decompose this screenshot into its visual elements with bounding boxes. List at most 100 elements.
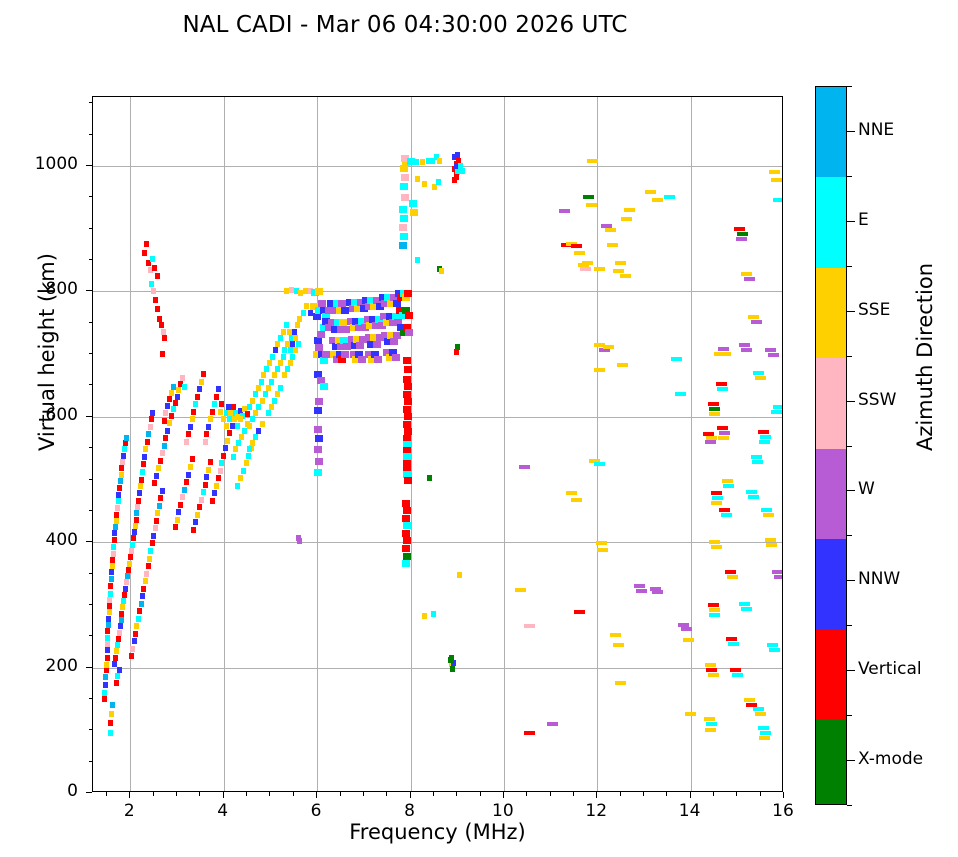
scatter-point (360, 324, 369, 332)
scatter-point (357, 355, 366, 363)
scatter-point (191, 408, 197, 415)
scatter-point (606, 243, 618, 247)
scatter-point (741, 606, 753, 611)
scatter-point (547, 722, 559, 726)
scatter-point (615, 260, 627, 265)
scatter-point (223, 445, 229, 452)
scatter-point (112, 654, 118, 661)
scatter-point (717, 436, 729, 441)
scatter-point (400, 154, 409, 162)
x-tick-minor (176, 792, 177, 796)
scatter-point (302, 288, 308, 295)
scatter-point (145, 563, 151, 569)
scatter-point (402, 375, 411, 383)
colorbar-tick-label-ssw: SSW (858, 389, 897, 410)
scatter-point (338, 300, 347, 308)
scatter-point (392, 331, 401, 339)
gridline-vertical (130, 97, 132, 791)
scatter-point (385, 354, 394, 362)
colorbar-tick (847, 400, 855, 402)
scatter-point (148, 267, 154, 274)
scatter-point (328, 319, 336, 327)
colorbar-segment-sse (816, 267, 846, 359)
scatter-point (121, 452, 127, 459)
scatter-point (198, 378, 204, 385)
scatter-point (235, 413, 241, 420)
scatter-point (213, 393, 219, 400)
scatter-point (594, 343, 606, 348)
scatter-point (176, 387, 182, 394)
y-tick-minor (88, 196, 92, 198)
scatter-point (244, 411, 250, 418)
scatter-point (664, 195, 676, 200)
scatter-point (368, 355, 377, 363)
scatter-point (317, 300, 326, 308)
scatter-point (106, 603, 112, 610)
scatter-point (187, 423, 193, 430)
scatter-point (454, 151, 460, 158)
scatter-point (397, 294, 406, 302)
scatter-point (104, 647, 110, 653)
plot-area (92, 96, 783, 792)
scatter-point (314, 370, 322, 378)
scatter-point (315, 306, 324, 314)
scatter-point (645, 190, 657, 195)
scatter-point (741, 348, 753, 353)
scatter-point (671, 357, 683, 362)
scatter-point (381, 300, 390, 308)
scatter-point (384, 338, 393, 345)
scatter-point (160, 328, 166, 335)
scatter-point (346, 318, 355, 325)
scatter-point (332, 300, 341, 308)
colorbar-boundary-tick (847, 265, 852, 267)
x-axis-label: Frequency (MHz) (349, 820, 526, 844)
scatter-point (208, 416, 214, 423)
scatter-point (228, 410, 234, 416)
scatter-point (313, 350, 322, 358)
scatter-point (258, 378, 264, 385)
scatter-point (290, 341, 296, 347)
scatter-point (117, 477, 123, 484)
y-tick-major (86, 415, 92, 417)
scatter-point (570, 244, 582, 249)
scatter-point (183, 438, 189, 445)
scatter-point (650, 586, 662, 591)
scatter-point (155, 465, 161, 472)
scatter-point (118, 471, 124, 478)
colorbar-tick-label-w: W (858, 479, 875, 500)
scatter-point (391, 354, 400, 362)
scatter-point (141, 249, 147, 256)
colorbar-boundary-tick (847, 445, 852, 447)
scatter-point (300, 309, 306, 316)
scatter-point (524, 624, 535, 629)
scatter-point (723, 483, 735, 488)
scatter-point (156, 316, 162, 322)
scatter-point (402, 324, 411, 332)
scatter-point (167, 396, 173, 403)
scatter-point (210, 408, 215, 415)
scatter-point (274, 391, 280, 398)
scatter-point (213, 482, 219, 489)
colorbar-boundary-tick (847, 86, 852, 87)
scatter-point (374, 315, 383, 323)
scatter-point (620, 216, 632, 221)
scatter-point (329, 336, 337, 344)
scatter-point (332, 355, 341, 363)
x-tick-label: 16 (772, 801, 794, 821)
scatter-point (138, 482, 144, 489)
scatter-point (415, 175, 420, 182)
y-tick-major (86, 541, 92, 543)
colorbar-segment-e (816, 177, 846, 268)
scatter-point (385, 313, 394, 320)
colorbar-segment-w (816, 448, 846, 540)
scatter-point (334, 336, 343, 344)
scatter-point (265, 384, 271, 391)
scatter-point (335, 350, 344, 358)
scatter-point (246, 446, 252, 453)
scatter-point (757, 725, 769, 730)
scatter-point (152, 264, 158, 271)
x-tick-label: 10 (492, 801, 514, 821)
scatter-point (610, 633, 622, 637)
scatter-point (200, 489, 206, 495)
scatter-point (397, 324, 406, 332)
